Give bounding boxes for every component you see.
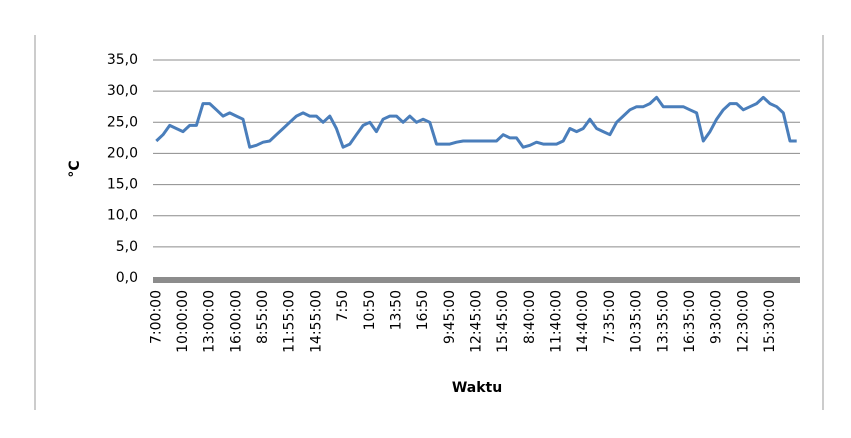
x-tick-label: 8:55:00	[255, 290, 271, 344]
y-tick-label: 30,0	[107, 83, 138, 99]
x-tick-label: 16:00:00	[228, 290, 244, 353]
x-tick-label: 16:35:00	[682, 290, 698, 353]
x-tick-label: 13:35:00	[655, 290, 671, 353]
x-tick-label: 11:40:00	[549, 290, 565, 353]
x-tick-label: 10:35:00	[629, 290, 645, 353]
x-tick-label: 13:00:00	[202, 290, 218, 353]
x-tick-label: 10:50	[362, 290, 378, 330]
y-tick-label: 35,0	[107, 52, 138, 68]
x-tick-label: 10:00:00	[175, 290, 191, 353]
x-tick-label: 16:50	[415, 290, 431, 330]
x-tick-label: 9:45:00	[442, 290, 458, 344]
x-axis-title: Waktu	[452, 380, 502, 396]
x-tick-label: 14:55:00	[308, 290, 324, 353]
x-tick-label: 15:30:00	[762, 290, 778, 353]
x-tick-label: 12:45:00	[469, 290, 485, 353]
x-tick-label: 7:00:00	[148, 290, 164, 344]
x-tick-label: 7:35:00	[602, 290, 618, 344]
y-tick-label: 0,0	[116, 270, 138, 286]
y-tick-label: 20,0	[107, 145, 138, 161]
x-tick-label: 7:50	[335, 290, 351, 321]
y-tick-label: 5,0	[116, 239, 138, 255]
data-line	[155, 95, 797, 149]
y-tick-label: 10,0	[107, 208, 138, 224]
y-axis-title: °C	[67, 160, 83, 177]
x-tick-label: 9:30:00	[709, 290, 725, 344]
x-tick-label: 14:40:00	[575, 290, 591, 353]
y-tick-label: 25,0	[107, 114, 138, 130]
x-tick-label: 15:45:00	[495, 290, 511, 353]
x-tick-label: 13:50	[388, 290, 404, 330]
y-tick-label: 15,0	[107, 177, 138, 193]
x-tick-label: 11:55:00	[282, 290, 298, 353]
x-axis-band	[153, 277, 800, 283]
x-tick-label: 12:30:00	[735, 290, 751, 353]
x-tick-label: 8:40:00	[522, 290, 538, 344]
